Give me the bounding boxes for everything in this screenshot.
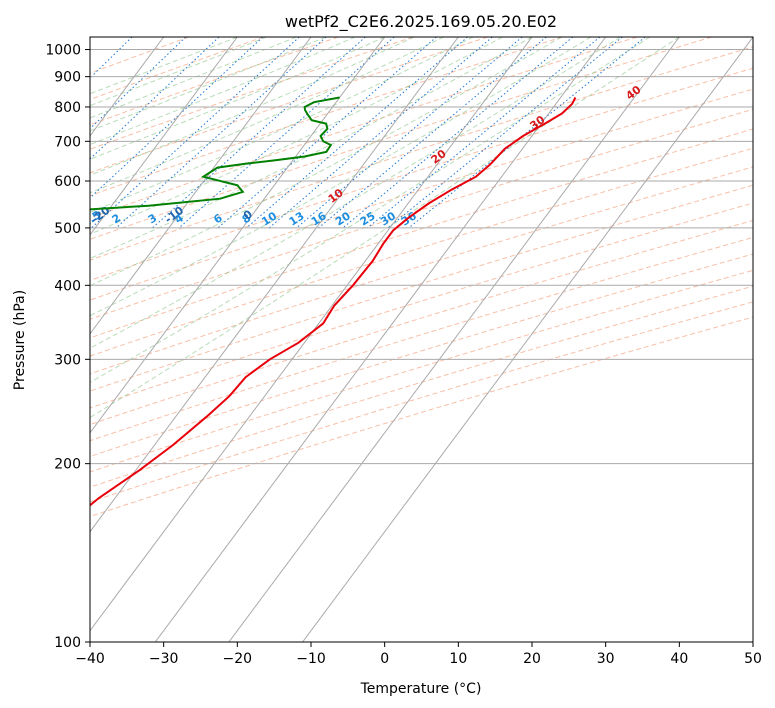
isotherm [90,37,459,533]
dry-adiabat [90,37,264,101]
x-tick-label: 40 [670,651,688,667]
isotherm [90,37,312,335]
y-tick-label: 1000 [45,43,81,59]
grid-lines [90,37,753,642]
mixing-ratio-line [246,37,468,229]
plot-frame [89,36,754,643]
y-axis-title: Pressure (hPa) [12,290,28,390]
y-tick-label: 600 [54,174,81,190]
x-tick-label: 10 [449,651,467,667]
mixing-ratio-line [90,37,264,199]
moist-adiabat [90,37,680,419]
mixing-ratio-line [268,37,493,229]
x-tick-label: −40 [75,651,105,667]
mixing-ratio-line [342,37,574,229]
x-tick-label: 30 [597,651,615,667]
y-tick-label: 700 [54,134,81,150]
moist-adiabat [90,37,503,235]
moist-adiabat [90,37,474,213]
y-tick-label: 500 [54,221,81,237]
moist-adiabat [90,37,297,119]
y-axis: 100 200 300 400 500 600 700 800 900 1000 [45,43,90,651]
dry-adiabat [90,236,753,442]
dry-adiabat [90,67,753,281]
dry-adiabat [90,301,753,503]
moist-adiabat [90,37,356,146]
dry-adiabat [90,316,753,517]
x-tick-label: 50 [744,651,762,667]
dry-adiabat [90,184,753,392]
x-tick-label: 20 [523,651,541,667]
x-axis: −40 −30 −20 −10 0 10 20 30 40 50 [75,642,762,667]
x-tick-label: −30 [149,651,179,667]
isotherm [302,37,753,642]
moist-adiabat [90,37,592,317]
y-tick-label: 900 [54,70,81,86]
moist-adiabat [90,37,651,383]
mixing-ratio-line [217,37,437,229]
mixing-ratio-line [115,37,327,229]
dry-adiabat [90,108,753,320]
chart-title: wetPf2_C2E6.2025.169.05.20.E02 [285,12,557,32]
dry-adiabat [90,219,753,426]
dry-adiabat [90,253,753,458]
dry-adiabat [90,37,563,197]
x-tick-label: −10 [296,651,326,667]
isotherm [90,37,238,236]
x-axis-title: Temperature (°C) [360,681,482,697]
mixing-ratio-line [318,37,547,229]
moist-adiabat [90,37,621,349]
x-tick-label: −20 [223,651,253,667]
dry-adiabat [90,147,753,357]
moist-adiabat [90,37,267,107]
profile-line [90,96,340,211]
isotherm [90,37,386,434]
mixing-ratio-line [91,37,300,229]
dry-adiabat [90,46,753,261]
profile-series [90,96,577,507]
mixing-ratio-line [296,37,523,229]
mixing-ratio-line [408,37,646,229]
dry-adiabat [90,269,753,473]
moist-adiabat [90,37,238,95]
dry-adiabat [90,285,753,488]
y-tick-label: 400 [54,278,81,294]
dry-adiabat [90,37,339,126]
x-tick-label: 0 [380,651,389,667]
y-tick-label: 100 [54,635,81,651]
y-tick-label: 300 [54,352,81,368]
isotherm [154,37,607,642]
moist-adiabat [90,37,444,194]
y-tick-label: 800 [54,100,81,116]
isotherm [90,37,533,632]
profile-line [90,97,577,507]
y-tick-label: 200 [54,457,81,473]
isotherm [228,37,680,642]
moist-adiabat [90,37,385,160]
dry-adiabat [90,202,753,409]
background-lines [90,37,753,517]
dry-adiabat [90,37,712,240]
moist-adiabat [90,37,562,287]
dry-adiabat [90,37,638,219]
